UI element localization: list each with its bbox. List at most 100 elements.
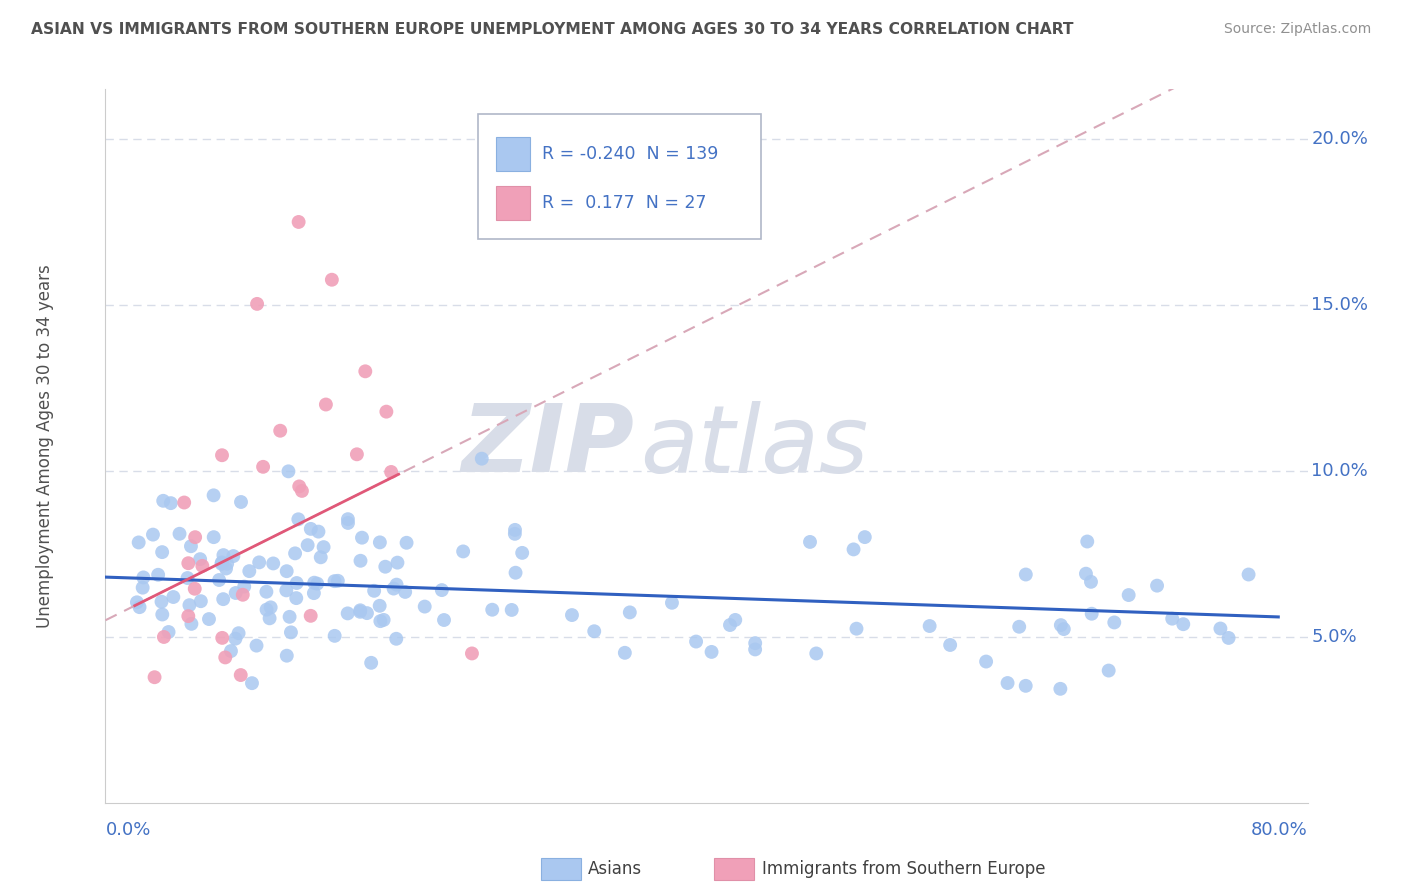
Point — [356, 606, 378, 620]
Point — [368, 535, 391, 549]
Point — [661, 596, 683, 610]
Point — [471, 451, 494, 466]
Point — [132, 570, 155, 584]
Point — [349, 554, 371, 568]
Text: 0.0%: 0.0% — [105, 821, 150, 838]
Point — [842, 542, 865, 557]
Point — [354, 364, 377, 378]
Point — [217, 557, 239, 571]
Point — [247, 555, 270, 569]
Point — [346, 447, 368, 461]
Point — [481, 603, 503, 617]
Point — [256, 602, 278, 616]
Point — [1008, 620, 1031, 634]
Text: 80.0%: 80.0% — [1251, 821, 1308, 838]
Point — [336, 607, 359, 621]
Point — [806, 647, 828, 661]
Point — [180, 539, 202, 553]
Point — [1076, 534, 1098, 549]
Point — [501, 603, 523, 617]
Point — [1209, 622, 1232, 636]
Point — [232, 588, 254, 602]
Point — [131, 581, 153, 595]
Point — [1173, 617, 1195, 632]
Point — [169, 526, 191, 541]
Point — [228, 626, 250, 640]
Point — [188, 552, 211, 566]
Point — [394, 585, 416, 599]
Point — [276, 564, 298, 578]
Point — [1015, 567, 1038, 582]
Point — [159, 496, 181, 510]
Point — [360, 656, 382, 670]
Point — [219, 644, 242, 658]
Point — [997, 676, 1019, 690]
Point — [184, 530, 207, 544]
Point — [685, 634, 707, 648]
Point — [150, 545, 173, 559]
Point — [1104, 615, 1126, 630]
Point — [375, 404, 398, 418]
Point — [583, 624, 606, 639]
Point — [276, 648, 298, 663]
Point — [215, 561, 238, 575]
Point — [173, 495, 195, 509]
Point — [1161, 612, 1184, 626]
Point — [177, 556, 200, 570]
Text: 10.0%: 10.0% — [1312, 462, 1368, 480]
Point — [1053, 622, 1076, 636]
Point — [430, 583, 453, 598]
Point — [211, 631, 233, 645]
Point — [128, 535, 150, 549]
Point — [285, 591, 308, 606]
Point — [337, 516, 360, 530]
Point — [1080, 607, 1102, 621]
Point — [561, 608, 583, 623]
Point — [510, 546, 533, 560]
Point — [259, 611, 281, 625]
Text: Source: ZipAtlas.com: Source: ZipAtlas.com — [1223, 22, 1371, 37]
Point — [1015, 679, 1038, 693]
Point — [254, 584, 277, 599]
Point — [238, 564, 260, 578]
Point — [222, 549, 245, 563]
Point — [718, 618, 741, 632]
Point — [291, 483, 314, 498]
Point — [1074, 566, 1097, 581]
Point — [260, 600, 283, 615]
Point — [128, 600, 150, 615]
Point — [1049, 681, 1071, 696]
Text: 20.0%: 20.0% — [1312, 130, 1368, 148]
Text: 5.0%: 5.0% — [1312, 628, 1357, 646]
Point — [373, 613, 395, 627]
Point — [157, 625, 180, 640]
Point — [613, 646, 636, 660]
Point — [262, 557, 284, 571]
Text: R =  0.177  N = 27: R = 0.177 N = 27 — [541, 194, 706, 211]
Point — [315, 397, 337, 411]
Point — [349, 605, 371, 619]
Point — [323, 574, 346, 588]
Point — [413, 599, 436, 614]
Point — [211, 448, 233, 462]
Point — [176, 571, 198, 585]
Point — [229, 668, 252, 682]
Point — [152, 493, 174, 508]
Point — [191, 558, 214, 573]
Point — [146, 567, 169, 582]
Point — [150, 607, 173, 622]
Text: 15.0%: 15.0% — [1312, 296, 1368, 314]
Point — [211, 556, 233, 570]
Point — [382, 582, 405, 596]
Point — [799, 535, 821, 549]
Point — [368, 599, 391, 613]
Point — [380, 465, 402, 479]
Point — [309, 550, 332, 565]
Point — [1237, 567, 1260, 582]
Point — [312, 540, 335, 554]
Point — [505, 566, 527, 580]
Text: Unemployment Among Ages 30 to 34 years: Unemployment Among Ages 30 to 34 years — [37, 264, 55, 628]
Point — [177, 609, 200, 624]
Point — [302, 586, 325, 600]
Point — [700, 645, 723, 659]
